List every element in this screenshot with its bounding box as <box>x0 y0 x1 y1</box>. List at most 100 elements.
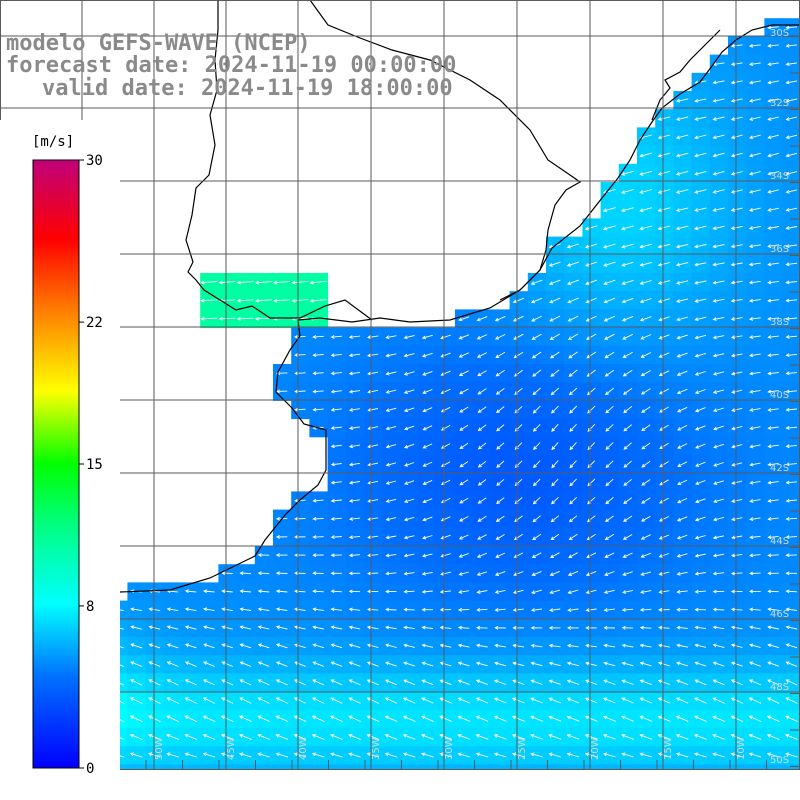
wind-arrow <box>785 62 798 67</box>
wind-arrow <box>785 98 798 103</box>
wind-arrow <box>257 661 270 667</box>
wind-cell <box>564 764 583 770</box>
wind-arrow <box>621 625 634 630</box>
wind-arrow <box>767 571 779 576</box>
wind-arrow <box>236 298 254 303</box>
wind-arrow <box>785 444 797 449</box>
wind-arrow <box>550 387 560 396</box>
wind-arrow <box>749 335 761 340</box>
wind-arrow <box>676 571 688 576</box>
wind-arrow <box>166 643 179 649</box>
longitude-label: 20W <box>590 737 601 760</box>
wind-arrow <box>422 553 433 558</box>
wind-arrow <box>551 478 559 487</box>
wind-arrow <box>767 207 779 212</box>
wind-arrow <box>403 553 415 558</box>
wind-arrow <box>477 479 487 486</box>
wind-arrow <box>348 371 361 376</box>
wind-arrow <box>767 226 779 230</box>
wind-cell <box>163 764 183 770</box>
wind-arrow <box>494 679 507 685</box>
wind-arrow <box>166 697 179 704</box>
wind-arrow <box>730 171 743 176</box>
wind-arrow <box>348 752 361 758</box>
wind-arrow <box>694 371 706 376</box>
latitude-label: 38S <box>770 317 789 328</box>
wind-arrow <box>366 733 380 740</box>
wind-arrow <box>404 462 415 467</box>
wind-arrow <box>476 552 487 558</box>
wind-arrow <box>695 407 706 413</box>
wind-arrow <box>348 715 361 722</box>
wind-arrow <box>785 280 798 285</box>
wind-arrow <box>566 679 580 685</box>
wind-arrow <box>367 371 379 376</box>
wind-arrow <box>275 697 288 704</box>
wind-cell <box>673 764 693 770</box>
wind-arrow <box>730 207 743 212</box>
wind-arrow <box>457 715 471 722</box>
wind-arrow <box>623 497 633 504</box>
wind-arrow <box>712 80 725 85</box>
wind-arrow <box>730 752 744 758</box>
wind-arrow <box>511 734 525 740</box>
wind-arrow <box>767 335 779 339</box>
wind-arrow <box>586 351 597 359</box>
wind-arrow <box>475 734 489 740</box>
wind-arrow <box>458 590 470 594</box>
wind-arrow <box>530 715 543 722</box>
wind-arrow <box>148 625 161 630</box>
wind-arrow <box>550 351 560 359</box>
wind-arrow <box>459 497 469 504</box>
wind-arrow <box>130 679 143 686</box>
wind-arrow <box>567 608 579 613</box>
wind-arrow <box>200 280 218 285</box>
latitude-label: 40S <box>770 390 789 401</box>
wind-cell <box>746 764 765 770</box>
wind-arrow <box>621 697 634 704</box>
wind-arrow <box>659 479 669 486</box>
wind-arrow <box>422 443 433 449</box>
wind-arrow <box>422 407 433 413</box>
wind-arrow <box>658 334 670 340</box>
wind-arrow <box>641 406 651 413</box>
wind-arrow <box>639 679 652 686</box>
wind-arrow <box>566 643 579 648</box>
wind-arrow <box>675 189 689 194</box>
wind-arrow <box>785 134 798 140</box>
wind-arrow <box>603 243 616 249</box>
wind-arrow <box>458 316 470 322</box>
wind-arrow <box>421 589 433 594</box>
wind-arrow <box>203 625 215 630</box>
wind-arrow <box>384 679 397 686</box>
wind-arrow <box>657 152 671 158</box>
wind-arrow <box>694 715 707 722</box>
wind-arrow <box>568 369 578 377</box>
wind-arrow <box>657 679 671 686</box>
wind-arrow <box>749 426 761 431</box>
wind-arrow <box>657 280 671 285</box>
wind-arrow <box>748 43 761 48</box>
wind-arrow <box>166 752 179 758</box>
wind-arrow <box>184 733 198 740</box>
wind-arrow <box>584 752 598 758</box>
wind-arrow <box>566 261 580 267</box>
wind-arrow <box>657 189 671 194</box>
wind-arrow <box>550 369 560 377</box>
wind-arrow <box>749 444 761 449</box>
wind-arrow <box>730 244 743 249</box>
wind-arrow <box>640 534 651 540</box>
wind-arrow <box>767 171 779 176</box>
wind-arrow <box>657 134 671 140</box>
wind-arrow <box>239 607 252 612</box>
wind-arrow <box>712 752 725 758</box>
wind-arrow <box>712 625 725 630</box>
wind-arrow <box>202 697 216 704</box>
wind-arrow <box>422 535 433 540</box>
wind-arrow <box>658 607 670 612</box>
wind-arrow <box>495 552 506 558</box>
wind-cell <box>691 764 711 770</box>
wind-arrow <box>603 625 616 630</box>
wind-arrow <box>731 425 743 431</box>
wind-arrow <box>640 388 651 395</box>
